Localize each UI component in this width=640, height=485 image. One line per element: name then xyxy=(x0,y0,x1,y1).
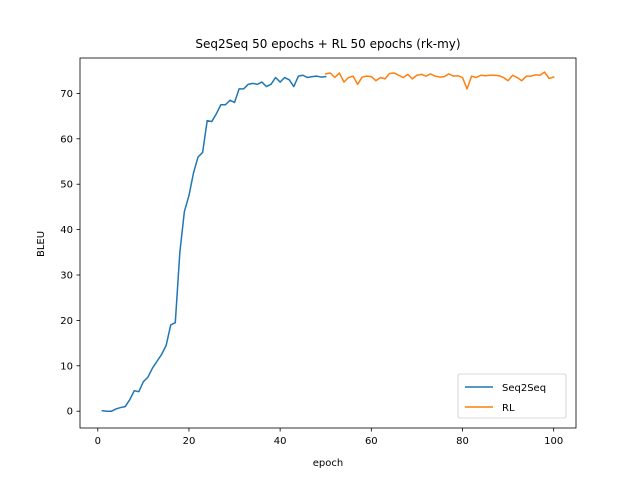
x-tick-label: 40 xyxy=(274,436,287,447)
chart-title: Seq2Seq 50 epochs + RL 50 epochs (rk-my) xyxy=(195,37,460,51)
x-tick-label: 80 xyxy=(456,436,469,447)
legend-label-1: RL xyxy=(502,403,515,414)
y-tick-label: 70 xyxy=(60,89,73,100)
y-axis-ticks: 0 10 20 30 40 50 60 70 xyxy=(60,89,80,418)
y-tick-label: 0 xyxy=(67,407,73,418)
y-tick-label: 30 xyxy=(60,271,73,282)
x-axis-ticks: 0 20 40 60 80 100 xyxy=(95,428,563,447)
x-tick-label: 100 xyxy=(544,436,563,447)
legend: Seq2Seq RL xyxy=(457,373,567,419)
y-tick-label: 60 xyxy=(60,134,73,145)
series-line-1 xyxy=(324,71,555,90)
axes-frame xyxy=(79,57,577,429)
y-tick-label: 50 xyxy=(60,180,73,191)
plot-area-border xyxy=(79,57,577,429)
x-tick-label: 20 xyxy=(183,436,196,447)
y-axis-label: BLEU xyxy=(36,231,47,257)
x-tick-label: 0 xyxy=(95,436,101,447)
y-tick-label: 20 xyxy=(60,316,73,327)
series-line-0 xyxy=(101,74,327,412)
x-axis-label: epoch xyxy=(313,458,343,469)
y-tick-label: 40 xyxy=(60,225,73,236)
x-tick-label: 60 xyxy=(365,436,378,447)
legend-label-0: Seq2Seq xyxy=(502,383,546,394)
y-tick-label: 10 xyxy=(60,361,73,372)
plot-lines xyxy=(101,71,555,412)
